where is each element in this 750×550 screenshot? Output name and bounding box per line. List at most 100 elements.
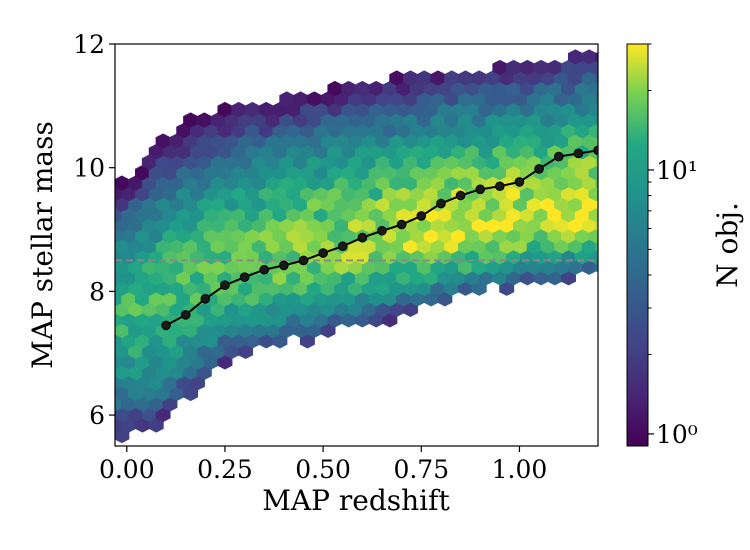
hexbin-cell — [162, 186, 178, 202]
hexbin-cell — [506, 207, 522, 223]
hexbin-cell — [135, 312, 150, 328]
hexbin-cell — [423, 143, 439, 160]
hexbin-cell — [506, 80, 522, 97]
median-point — [220, 280, 230, 291]
hexbin-cell — [389, 175, 405, 191]
hexbin-cell — [115, 175, 130, 191]
hexbin-cell — [244, 291, 260, 307]
hexbin-cell — [451, 164, 467, 181]
hexbin-cell — [334, 112, 350, 128]
hexbin-cell — [189, 207, 205, 223]
hexbin-cell — [403, 175, 418, 191]
hexbin-cell — [155, 175, 171, 191]
hexbin-cell — [272, 101, 288, 118]
hexbin-cell — [416, 175, 432, 191]
hexbin-cell — [547, 228, 563, 244]
hexbin-cell — [451, 270, 467, 286]
hexbin-cell — [368, 101, 384, 118]
hexbin-cell — [306, 133, 322, 149]
hexbin-cell — [148, 375, 164, 391]
hexbin-cell — [183, 238, 199, 254]
hexbin-cell — [444, 238, 460, 254]
hexbin-cell — [567, 238, 583, 254]
hexbin-cell — [334, 133, 350, 149]
hexbin-cell — [279, 112, 295, 128]
hexbin-cell — [238, 217, 254, 233]
hexbin-cell — [141, 196, 157, 212]
hexbin-cell — [169, 175, 185, 191]
hexbin-cell — [437, 228, 453, 244]
hexbin-cell — [341, 186, 357, 202]
hexbin-cell — [581, 238, 597, 254]
hexbin-cell — [258, 207, 274, 223]
hexbin-cell — [423, 270, 439, 286]
hexbin-cell — [457, 196, 473, 212]
hexbin-cell — [203, 270, 219, 286]
hexbin-cell — [115, 301, 130, 317]
hexbin-cell — [567, 154, 583, 170]
hexbin-cell — [602, 207, 617, 222]
hexbin-cell — [306, 91, 322, 107]
hexbin-cell — [169, 385, 185, 402]
hexbin-cell — [382, 312, 398, 328]
hexbin-cell — [457, 154, 473, 170]
hexbin-cell — [354, 186, 370, 202]
hexbin-cell — [602, 165, 617, 180]
hexbin-cell — [519, 186, 535, 202]
hexbin-cell — [499, 154, 515, 170]
hexbin-cell — [471, 196, 487, 212]
hexbin-cell — [533, 101, 549, 118]
hexbin-cell — [148, 270, 164, 286]
hexbin-cell — [251, 154, 267, 170]
hexbin-cell — [141, 154, 157, 170]
hexbin-cell — [403, 70, 418, 86]
hexbin-cell — [341, 270, 357, 286]
hexbin-cell — [210, 196, 226, 212]
median-point — [436, 198, 446, 209]
hexbin-cell — [547, 59, 563, 76]
hexbin-cell — [389, 196, 405, 212]
hexbin-cell — [512, 133, 528, 149]
hexbin-cell — [595, 178, 598, 189]
hexbin-cell — [567, 259, 583, 275]
hexbin-cell — [210, 217, 226, 233]
hexbin-cell — [403, 301, 418, 317]
hexbin-cell — [231, 312, 247, 328]
hexbin-cell — [341, 143, 357, 160]
hexbin-cell — [375, 112, 391, 128]
hexbin-cell — [203, 207, 219, 223]
hexbin-cell — [183, 364, 199, 381]
hexbin-cell — [581, 217, 597, 233]
hexbin-cell — [526, 91, 542, 107]
hexbin-cell — [121, 354, 137, 370]
hexbin-cell — [196, 280, 212, 296]
hexbin-cell — [128, 301, 144, 317]
hexbin-cell — [389, 154, 405, 170]
hexbin-cell — [595, 114, 598, 126]
median-point — [161, 320, 171, 331]
hexbin-cell — [169, 364, 185, 381]
median-point — [180, 310, 191, 320]
hexbin-cell — [265, 196, 281, 212]
hexbin-cell — [121, 291, 137, 307]
hexbin-cell — [519, 143, 535, 160]
hexbin-cell — [217, 207, 233, 223]
hexbin-cell — [533, 80, 549, 97]
hexbin-cell — [368, 80, 384, 97]
hexbin-cell — [251, 280, 267, 296]
hexbin-cell — [499, 133, 515, 149]
hexbin-cell — [602, 81, 617, 96]
hexbin-cell — [561, 186, 577, 202]
hexbin-cell — [409, 291, 425, 307]
hexbin-cell — [231, 101, 247, 118]
hexbin-cell — [210, 133, 226, 149]
hexbin-cell — [430, 238, 446, 254]
hexbin-cell — [581, 133, 597, 149]
hexbin-cell — [244, 333, 260, 349]
hexbin-cell — [279, 133, 295, 149]
hexbin-cell — [210, 301, 226, 317]
hexbin-cell — [561, 122, 577, 139]
hexbin-cell — [183, 322, 199, 338]
hexbin-cell — [183, 343, 199, 360]
hexbin-cell — [547, 80, 563, 97]
